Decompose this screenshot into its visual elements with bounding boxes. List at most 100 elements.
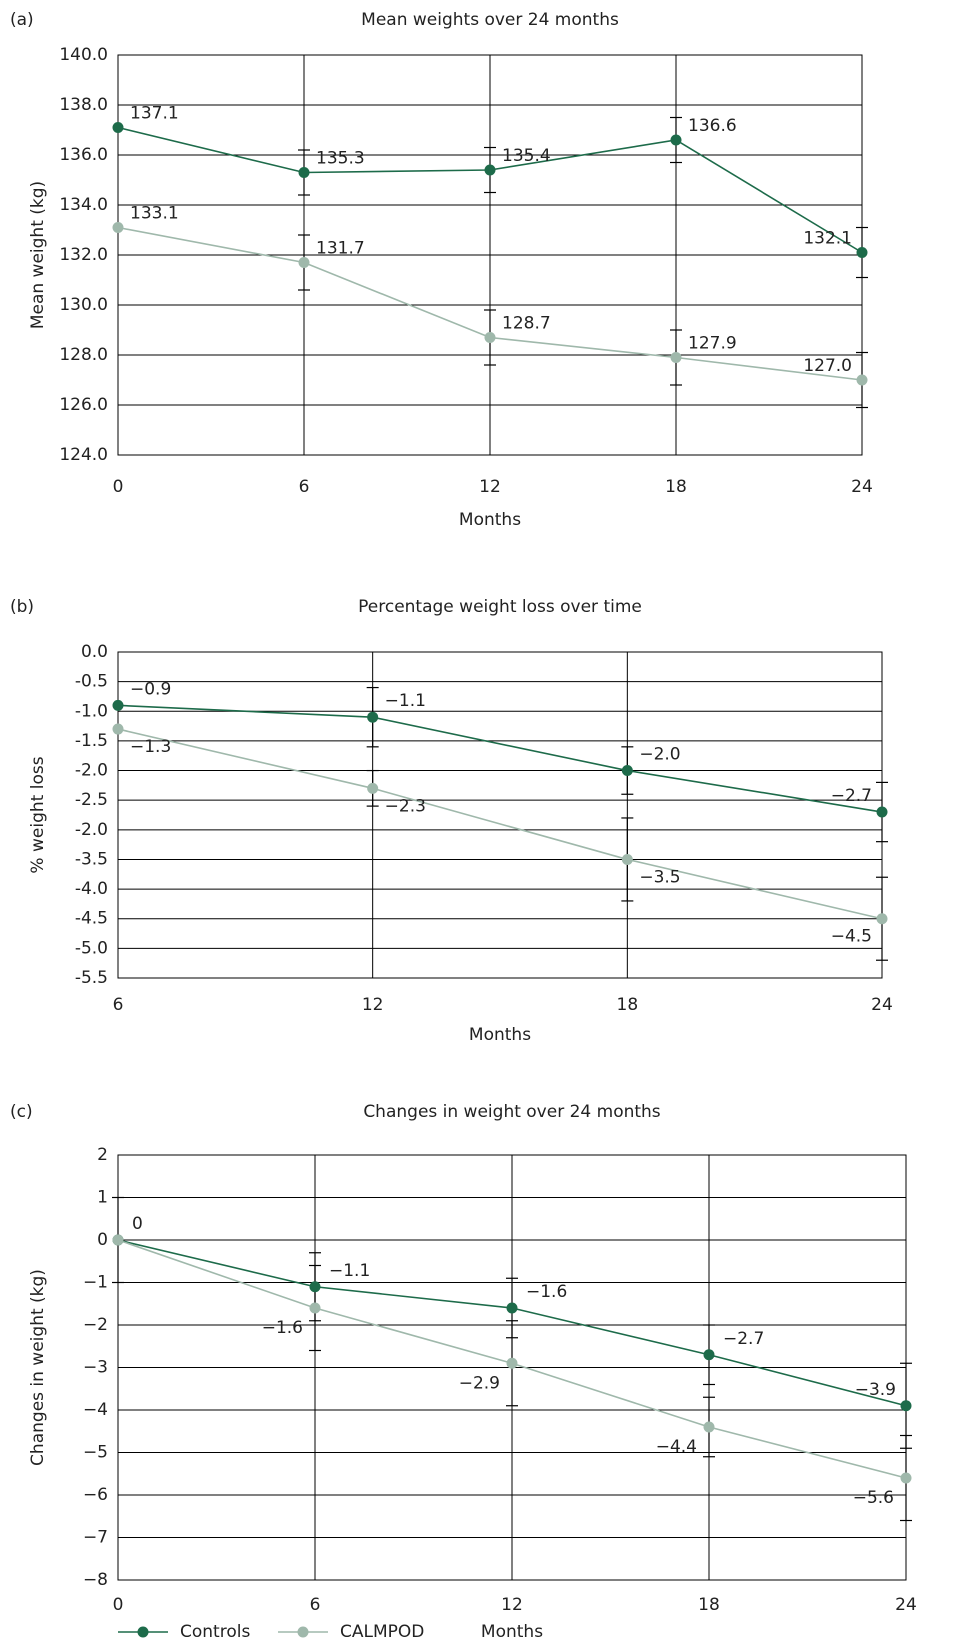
y-tick-label: -4.5 xyxy=(75,909,108,929)
data-point xyxy=(484,332,496,343)
y-tick-label: −4 xyxy=(83,1400,108,1420)
data-label: −0.9 xyxy=(130,679,171,699)
y-tick-label: −3 xyxy=(83,1358,108,1378)
data-point xyxy=(856,247,868,258)
data-point xyxy=(112,222,124,233)
data-point xyxy=(112,122,124,133)
data-label: −4.4 xyxy=(656,1437,697,1457)
x-tick-label: 6 xyxy=(113,995,124,1015)
y-tick-label: -5.5 xyxy=(75,968,108,988)
y-axis-title: Mean weight (kg) xyxy=(28,181,48,329)
y-tick-label: 2 xyxy=(97,1145,108,1165)
data-point xyxy=(900,1472,912,1484)
x-tick-label: 18 xyxy=(617,995,639,1015)
data-point xyxy=(367,711,379,723)
data-point xyxy=(112,723,124,735)
x-tick-label: 0 xyxy=(113,1595,124,1615)
data-point xyxy=(670,134,682,146)
series-line xyxy=(117,728,883,920)
data-label: 137.1 xyxy=(130,104,179,124)
data-label: 0 xyxy=(132,1214,143,1234)
y-tick-label: -1.5 xyxy=(75,731,108,751)
data-label: −2.0 xyxy=(639,745,680,765)
x-tick-label: 12 xyxy=(362,995,384,1015)
data-point xyxy=(876,806,888,818)
x-tick-label: 24 xyxy=(895,1595,917,1615)
y-tick-label: -2.0 xyxy=(75,820,108,840)
y-tick-label: 124.0 xyxy=(59,445,108,465)
data-label: 127.0 xyxy=(803,356,852,376)
chart-title: Mean weights over 24 months xyxy=(361,10,619,30)
data-point xyxy=(112,1234,124,1246)
y-tick-label: 132.0 xyxy=(59,245,108,265)
y-tick-label: -1.0 xyxy=(75,701,108,721)
y-tick-label: 130.0 xyxy=(59,295,108,315)
panel-label: (c) xyxy=(10,1102,33,1122)
y-axis-title: % weight loss xyxy=(28,756,48,873)
y-tick-label: 126.0 xyxy=(59,395,108,415)
x-axis-title: Months xyxy=(469,1025,531,1045)
y-tick-label: -2.0 xyxy=(75,761,108,781)
y-tick-label: 140.0 xyxy=(59,45,108,65)
x-tick-label: 6 xyxy=(299,477,310,497)
x-tick-label: 12 xyxy=(479,477,501,497)
x-axis-title: Months xyxy=(481,1622,543,1642)
chart-title: Changes in weight over 24 months xyxy=(363,1102,660,1122)
legend-marker xyxy=(137,1626,149,1638)
data-point xyxy=(484,164,496,176)
legend-marker xyxy=(297,1626,309,1638)
y-tick-label: 136.0 xyxy=(59,145,108,165)
y-tick-label: −1 xyxy=(83,1273,108,1293)
y-tick-label: 0.0 xyxy=(81,642,108,662)
data-label: −3.5 xyxy=(639,867,680,887)
y-tick-label: −5 xyxy=(83,1443,108,1463)
x-tick-label: 6 xyxy=(310,1595,321,1615)
data-point xyxy=(309,1302,321,1314)
legend-label: CALMPOD xyxy=(340,1622,424,1642)
y-axis-title: Changes in weight (kg) xyxy=(28,1269,48,1466)
data-label: −2.9 xyxy=(459,1373,500,1393)
data-label: −1.6 xyxy=(526,1282,567,1302)
data-label: −5.6 xyxy=(853,1488,894,1508)
x-tick-label: 18 xyxy=(665,477,687,497)
panel-label: (b) xyxy=(10,597,34,617)
y-tick-label: 128.0 xyxy=(59,345,108,365)
y-tick-label: -0.5 xyxy=(75,672,108,692)
x-tick-label: 12 xyxy=(501,1595,523,1615)
y-tick-label: -4.0 xyxy=(75,879,108,899)
data-label: −1.1 xyxy=(385,691,426,711)
plot-frame xyxy=(117,651,883,979)
y-tick-label: −8 xyxy=(83,1570,108,1590)
data-point xyxy=(367,782,379,794)
series-line xyxy=(117,704,883,813)
data-point xyxy=(703,1349,715,1361)
legend-label: Controls xyxy=(180,1622,250,1642)
data-point xyxy=(856,374,868,386)
data-label: 133.1 xyxy=(130,204,179,224)
data-label: −1.3 xyxy=(130,737,171,757)
data-label: −3.9 xyxy=(855,1380,896,1400)
y-tick-label: −6 xyxy=(83,1485,108,1505)
data-label: 132.1 xyxy=(803,229,852,249)
y-tick-label: 138.0 xyxy=(59,95,108,115)
data-label: −2.7 xyxy=(831,786,872,806)
x-tick-label: 24 xyxy=(851,477,873,497)
data-label: −2.3 xyxy=(385,796,426,816)
data-point xyxy=(298,167,310,178)
data-label: −1.1 xyxy=(329,1261,370,1281)
y-tick-label: -2.5 xyxy=(75,790,108,810)
y-tick-label: 0 xyxy=(97,1230,108,1250)
y-tick-label: −2 xyxy=(83,1315,108,1335)
data-label: 135.3 xyxy=(316,149,365,169)
y-tick-label: −7 xyxy=(83,1528,108,1548)
data-label: −1.6 xyxy=(262,1318,303,1338)
data-point xyxy=(621,765,633,777)
data-point xyxy=(506,1302,518,1314)
data-point xyxy=(506,1357,518,1369)
y-tick-label: -5.0 xyxy=(75,938,108,958)
y-tick-label: 134.0 xyxy=(59,195,108,215)
chart-title: Percentage weight loss over time xyxy=(358,597,642,617)
panel-label: (a) xyxy=(10,10,34,30)
x-tick-label: 0 xyxy=(113,477,124,497)
